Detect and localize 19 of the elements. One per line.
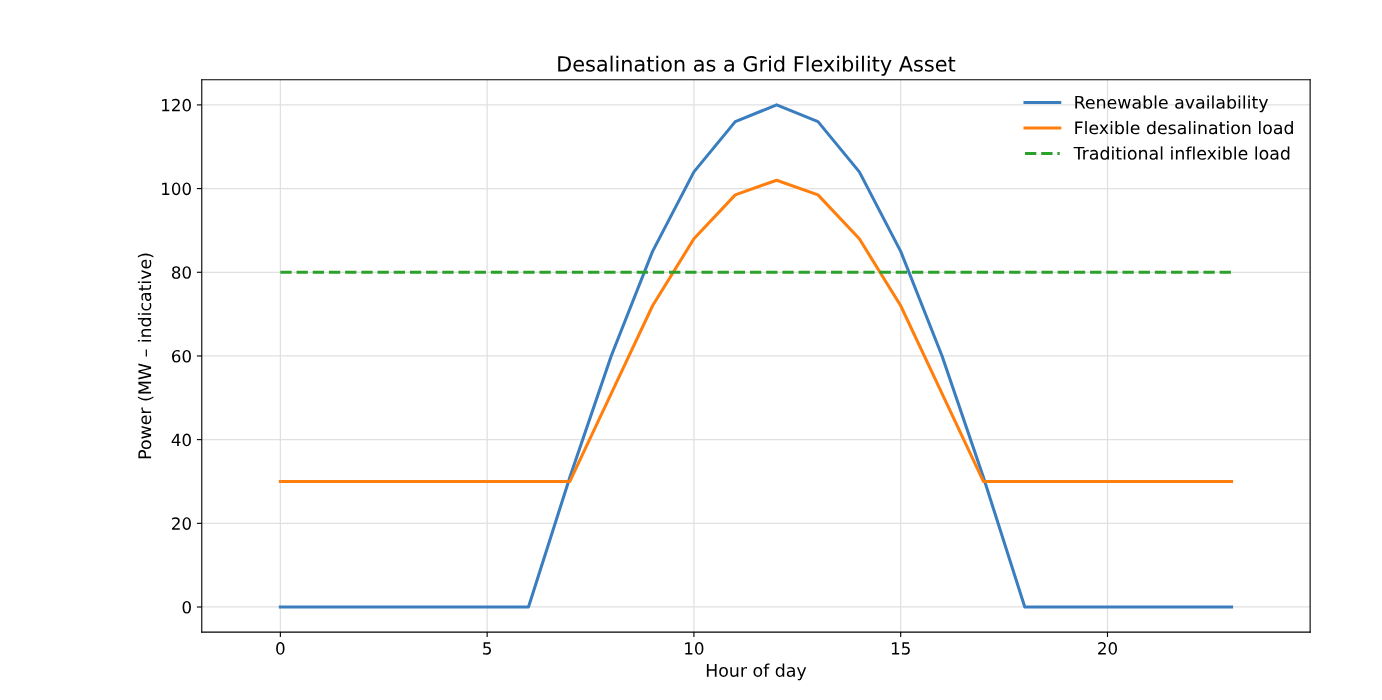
legend-label: Traditional inflexible load — [1073, 146, 1290, 160]
chart-title: Desalination as a Grid Flexibility Asset — [558, 55, 956, 76]
legend-label: Renewable availability — [1075, 95, 1269, 113]
x-axis-title: Hour of day — [706, 663, 807, 681]
y-tick-label: 100 — [162, 182, 191, 196]
y-tick-label: 40 — [171, 433, 191, 447]
x-tick-label: 20 — [1098, 642, 1117, 655]
y-tick-label: 0 — [182, 600, 191, 614]
x-tick-label: 15 — [891, 642, 910, 655]
x-tick-label: 10 — [685, 642, 704, 655]
y-tick-label: 80 — [171, 266, 191, 279]
y-tick-label: 120 — [162, 98, 191, 112]
y-tick-label: 20 — [172, 517, 191, 530]
line-series — [278, 178, 1234, 483]
x-tick-label: 0 — [276, 642, 285, 655]
x-tick-label: 5 — [483, 642, 491, 655]
y-tick-label: 60 — [172, 349, 191, 363]
y-axis-title: Power (MW – indicative) — [137, 253, 154, 459]
legend-label: Flexible desalination load — [1075, 120, 1293, 135]
